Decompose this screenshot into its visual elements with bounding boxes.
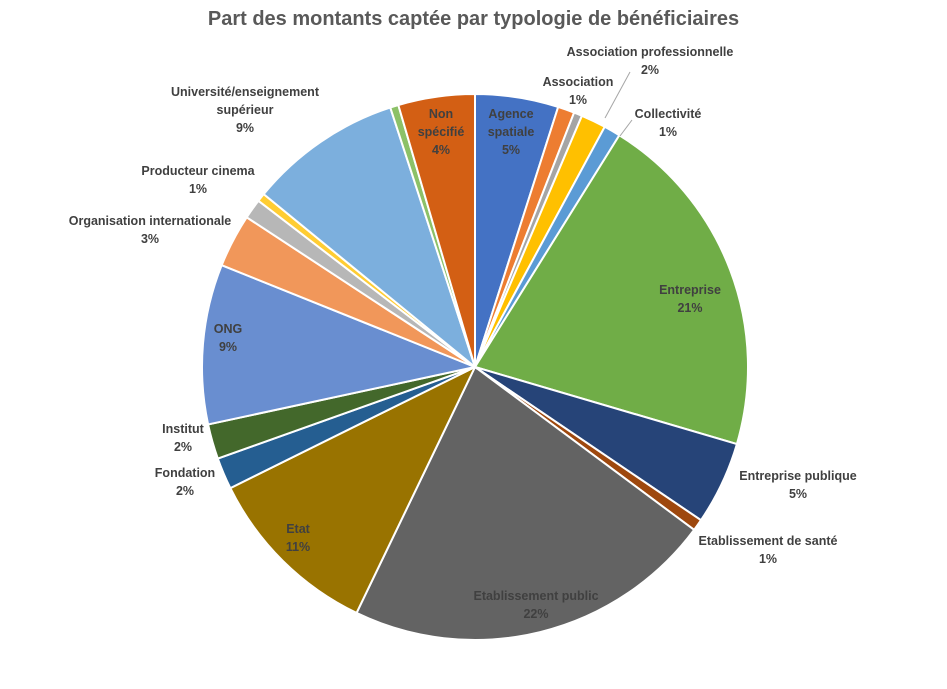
slice-label-producteur-cinema: Producteur cinema 1%	[141, 164, 255, 196]
pie-slice-entreprise	[473, 133, 749, 446]
leader-line	[604, 71, 631, 119]
pie-slice-etablissement-public	[355, 365, 696, 641]
slice-label-etablissement-de-sant-: Etablissement de santé 1%	[699, 534, 838, 566]
slice-label-agence-spatiale: Agence spatiale 5%	[488, 107, 535, 157]
slice-label-association-professionnelle: Association professionnelle 2%	[567, 45, 734, 77]
pie-slice-universit-enseignement-sup-rieur	[262, 106, 478, 370]
slice-label-universit-enseignement-sup-rieur: Université/enseignement supérieur 9%	[171, 85, 320, 135]
slice-labels: Agence spatiale 5%Association 1%Association…	[69, 45, 857, 621]
slice-label-entreprise-publique: Entreprise publique 5%	[739, 469, 856, 501]
slice-label-etat: Etat 11%	[286, 522, 311, 554]
pie-slice-etat	[228, 364, 478, 615]
slice-label-etablissement-public: Etablissement public 22%	[473, 589, 598, 621]
slice-label-entreprise: Entreprise 21%	[659, 283, 721, 315]
leader-lines	[604, 71, 633, 137]
slice-label-collectivit-: Collectivité 1%	[635, 107, 702, 139]
pie-slice-ong	[201, 263, 479, 426]
slice-label-ong: ONG 9%	[214, 322, 242, 354]
slice-label-fondation: Fondation 2%	[155, 466, 215, 498]
slice-label-non-sp-cifi-: Non spécifié 4%	[418, 107, 465, 157]
leader-line	[619, 119, 633, 137]
slice-label-association: Association 1%	[543, 75, 614, 107]
slice-label-organisation-internationale: Organisation internationale 3%	[69, 214, 232, 246]
chart-title: Part des montants captée par typologie d…	[207, 8, 740, 30]
slice-label-institut: Institut 2%	[162, 422, 204, 454]
pie-slices	[201, 92, 749, 641]
pie-slice-non-sp-cifi-	[397, 92, 476, 368]
